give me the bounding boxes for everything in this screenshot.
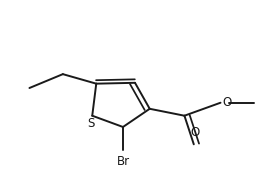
Text: O: O <box>223 96 232 109</box>
Text: S: S <box>87 117 94 130</box>
Text: Br: Br <box>116 155 130 168</box>
Text: O: O <box>191 126 200 139</box>
